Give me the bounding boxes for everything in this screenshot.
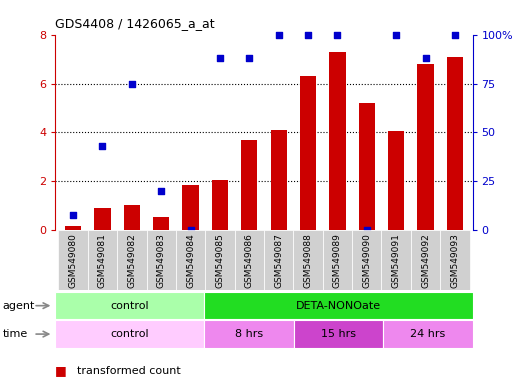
Point	[157, 188, 165, 194]
Bar	[55, 320, 204, 348]
Bar	[383, 320, 473, 348]
Point	[245, 55, 253, 61]
Bar	[359, 103, 375, 230]
Text: GSM549093: GSM549093	[450, 233, 459, 288]
Bar	[440, 230, 469, 290]
Bar	[411, 230, 440, 290]
Point	[69, 212, 77, 218]
Point	[363, 227, 371, 233]
Point	[186, 227, 195, 233]
Bar	[88, 230, 117, 290]
Point	[304, 31, 312, 38]
Bar	[59, 230, 88, 290]
Bar	[271, 130, 287, 230]
Point	[333, 31, 342, 38]
Text: GSM549090: GSM549090	[362, 233, 371, 288]
Bar	[55, 292, 204, 319]
Bar	[382, 230, 411, 290]
Bar	[153, 217, 169, 230]
Text: GSM549081: GSM549081	[98, 233, 107, 288]
Point	[216, 55, 224, 61]
Bar	[241, 140, 257, 230]
Bar	[388, 131, 404, 230]
Text: GDS4408 / 1426065_a_at: GDS4408 / 1426065_a_at	[55, 17, 215, 30]
Bar	[352, 230, 382, 290]
Bar	[329, 52, 345, 230]
Text: GSM549082: GSM549082	[127, 233, 136, 288]
Bar	[294, 320, 383, 348]
Text: 8 hrs: 8 hrs	[235, 329, 263, 339]
Bar	[205, 230, 234, 290]
Text: GSM549086: GSM549086	[245, 233, 254, 288]
Text: time: time	[3, 329, 28, 339]
Bar	[294, 230, 323, 290]
Text: GSM549085: GSM549085	[215, 233, 224, 288]
Text: GSM549091: GSM549091	[392, 233, 401, 288]
Text: GSM549083: GSM549083	[157, 233, 166, 288]
Bar	[65, 225, 81, 230]
Bar	[124, 205, 140, 230]
Text: control: control	[110, 329, 149, 339]
Text: GSM549080: GSM549080	[69, 233, 78, 288]
Text: GSM549084: GSM549084	[186, 233, 195, 288]
Bar	[264, 230, 294, 290]
Text: 24 hrs: 24 hrs	[410, 329, 446, 339]
Bar	[447, 56, 463, 230]
Text: DETA-NONOate: DETA-NONOate	[296, 301, 381, 311]
Text: transformed count: transformed count	[77, 366, 180, 376]
Bar	[176, 230, 205, 290]
Point	[451, 31, 459, 38]
Text: GSM549087: GSM549087	[274, 233, 283, 288]
Bar	[183, 185, 199, 230]
Point	[128, 81, 136, 87]
Bar	[95, 209, 110, 230]
Bar	[117, 230, 146, 290]
Text: 15 hrs: 15 hrs	[321, 329, 356, 339]
Text: GSM549088: GSM549088	[304, 233, 313, 288]
Bar	[418, 64, 433, 230]
Text: GSM549092: GSM549092	[421, 233, 430, 288]
Bar	[204, 292, 473, 319]
Bar	[212, 180, 228, 230]
Point	[98, 143, 107, 149]
Point	[421, 55, 430, 61]
Bar	[146, 230, 176, 290]
Bar	[323, 230, 352, 290]
Bar	[300, 76, 316, 230]
Bar	[204, 320, 294, 348]
Bar	[234, 230, 264, 290]
Text: control: control	[110, 301, 149, 311]
Text: ■: ■	[55, 364, 71, 377]
Point	[275, 31, 283, 38]
Text: agent: agent	[3, 301, 35, 311]
Text: GSM549089: GSM549089	[333, 233, 342, 288]
Point	[392, 31, 400, 38]
